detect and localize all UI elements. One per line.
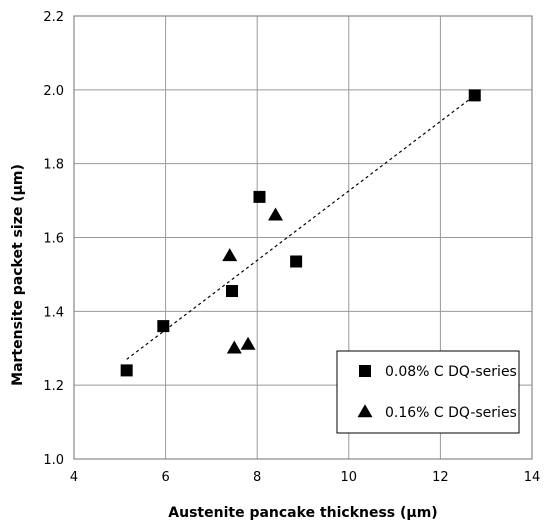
x-axis-title: Austenite pancake thickness (µm): [168, 505, 437, 521]
y-tick-label: 1.6: [43, 232, 64, 247]
y-tick-label: 1.0: [43, 453, 64, 468]
square-data-point: [468, 89, 481, 102]
x-tick-label: 12: [432, 470, 449, 485]
x-tick-label: 4: [70, 470, 78, 485]
y-tick-label: 2.2: [43, 10, 64, 25]
y-tick-label: 1.8: [43, 158, 64, 173]
data-points: [120, 89, 481, 377]
square-data-point: [253, 190, 266, 203]
square-data-point: [120, 364, 133, 377]
plot-border: [73, 15, 533, 460]
y-tick-label: 1.4: [43, 305, 64, 320]
y-axis-title: Martensite packet size (µm): [10, 164, 26, 386]
triangle-data-point: [222, 248, 238, 262]
square-data-point: [157, 320, 170, 333]
x-tick-label: 8: [253, 470, 261, 485]
trendline-path: [126, 94, 476, 360]
y-tick-label: 1.2: [43, 379, 64, 394]
x-tick-label: 6: [161, 470, 169, 485]
triangle-data-point: [268, 207, 284, 221]
legend-box: [336, 350, 520, 434]
legend-label: 0.08% C DQ-series: [385, 364, 517, 380]
legend-label: 0.16% C DQ-series: [385, 405, 517, 421]
x-tick-label: 14: [524, 470, 541, 485]
triangle-data-point: [240, 336, 256, 350]
grid-lines: [73, 15, 533, 460]
legend-triangle-marker: [357, 404, 373, 418]
trendline: [126, 94, 476, 360]
legend: 0.08% C DQ-series 0.16% C DQ-series: [336, 350, 520, 434]
square-data-point: [290, 255, 303, 268]
square-data-point: [226, 285, 239, 298]
triangle-data-point: [226, 340, 242, 354]
x-tick-label: 10: [341, 470, 358, 485]
y-tick-label: 2.0: [43, 84, 64, 99]
legend-square-marker: [359, 365, 371, 377]
tick-labels: 4 6 8 10 12 14 1.0 1.2 1.4 1.6 1.8 2.0 2.2: [43, 10, 540, 485]
